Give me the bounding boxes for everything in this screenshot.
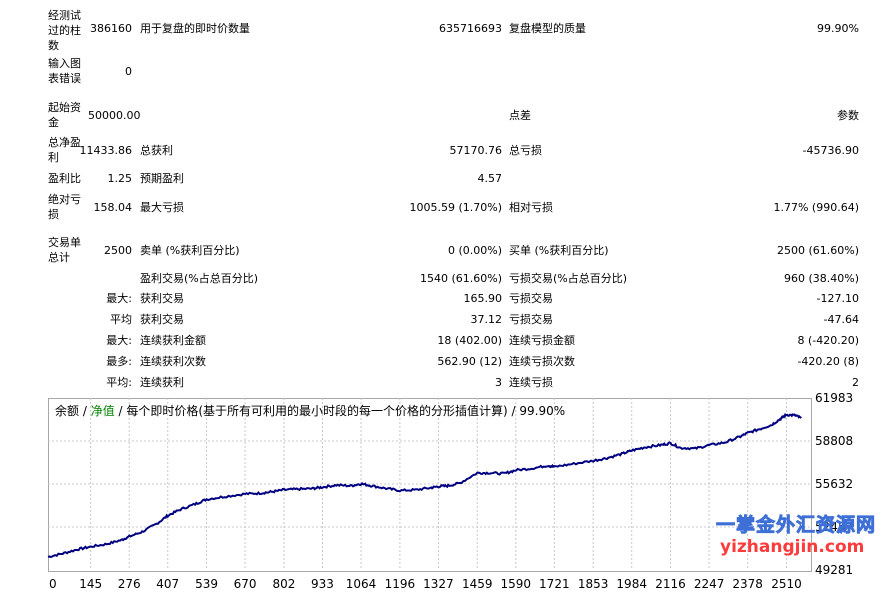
avg-cons-wins-label: 连续获利 xyxy=(140,376,184,389)
maximal-cons-loss-value: -420.20 (8) xyxy=(797,355,859,368)
abs-drawdown-value: 158.04 xyxy=(93,201,133,214)
x-tick-label: 2378 xyxy=(732,577,763,591)
abs-drawdown-label: 绝对亏损 xyxy=(48,193,81,221)
gross-loss-label: 总亏损 xyxy=(509,144,542,157)
x-tick-label: 1984 xyxy=(616,577,647,591)
params-label: 参数 xyxy=(837,109,859,122)
max-cons-losses-value: 8 (-420.20) xyxy=(797,334,859,347)
y-tick-label: 55632 xyxy=(815,477,853,491)
max-cons-wins-label: 连续获利金额 xyxy=(140,334,206,347)
x-tick-label: 276 xyxy=(118,577,141,591)
average-loss-value: -47.64 xyxy=(823,313,859,326)
legend-separator: / xyxy=(79,404,91,418)
ticks-label: 用于复盘的即时价数量 xyxy=(140,22,250,35)
avg-consecutive-label: 平均: xyxy=(106,376,132,389)
y-tick-label: 52457 xyxy=(815,520,853,534)
max-consecutive-label: 最大: xyxy=(106,334,132,347)
total-trades-value: 2500 xyxy=(104,244,132,257)
profit-factor-value: 1.25 xyxy=(107,172,133,185)
x-tick-label: 1196 xyxy=(385,577,416,591)
x-tick-label: 1721 xyxy=(539,577,570,591)
max-drawdown-label: 最大亏损 xyxy=(140,201,184,214)
x-tick-label: 0 xyxy=(49,577,57,591)
expected-payoff-value: 4.57 xyxy=(477,172,503,185)
x-tick-label: 145 xyxy=(79,577,102,591)
rel-drawdown-value: 1.77% (990.64) xyxy=(773,201,859,214)
maximal-cons-profit-value: 562.90 (12) xyxy=(437,355,502,368)
x-tick-label: 1327 xyxy=(423,577,454,591)
gross-profit-value: 57170.76 xyxy=(449,144,503,157)
profit-factor-label: 盈利比 xyxy=(48,172,81,185)
largest-loss-label: 亏损交易 xyxy=(509,292,553,305)
x-tick-label: 539 xyxy=(195,577,218,591)
max-drawdown-value: 1005.59 (1.70%) xyxy=(409,201,502,214)
errors-label: 输入图表错误 xyxy=(48,57,81,85)
rel-drawdown-label: 相对亏损 xyxy=(509,201,553,214)
legend-model-description: / 每个即时价格(基于所有可利用的最小时段的每一个价格的分形插值计算) / 99… xyxy=(114,404,566,418)
x-tick-label: 1590 xyxy=(501,577,532,591)
y-tick-label: 61983 xyxy=(815,391,853,405)
quality-label: 复盘模型的质量 xyxy=(509,22,586,35)
gross-loss-value: -45736.90 xyxy=(802,144,859,157)
bars-label: 经测试过的柱数 xyxy=(48,9,81,52)
avg-cons-losses-label: 连续亏损 xyxy=(509,376,553,389)
total-trades-label: 交易单总计 xyxy=(48,236,81,264)
x-tick-label: 2247 xyxy=(694,577,725,591)
average-loss-label: 亏损交易 xyxy=(509,313,553,326)
average-profit-value: 37.12 xyxy=(470,313,503,326)
x-tick-label: 670 xyxy=(234,577,257,591)
maximal-cons-profit-label: 连续获利次数 xyxy=(140,355,206,368)
x-tick-label: 2116 xyxy=(655,577,686,591)
maximal-cons-loss-label: 连续亏损次数 xyxy=(509,355,575,368)
bars-value: 386160 xyxy=(90,22,132,35)
x-tick-label: 407 xyxy=(156,577,179,591)
errors-value: 0 xyxy=(125,65,132,78)
largest-label: 最大: xyxy=(106,292,132,305)
x-tick-label: 933 xyxy=(311,577,334,591)
x-tick-label: 2510 xyxy=(771,577,802,591)
y-tick-label: 49281 xyxy=(815,563,853,577)
avg-cons-losses-value: 2 xyxy=(852,376,859,389)
loss-trades-value: 960 (38.40%) xyxy=(783,272,859,285)
short-positions-label: 卖单 (%获利百分比) xyxy=(140,244,240,257)
gross-profit-label: 总获利 xyxy=(140,144,173,157)
largest-loss-value: -127.10 xyxy=(816,292,859,305)
quality-value: 99.90% xyxy=(817,22,859,35)
largest-profit-value: 165.90 xyxy=(463,292,503,305)
long-positions-value: 2500 (61.60%) xyxy=(776,244,859,257)
largest-profit-label: 获利交易 xyxy=(140,292,184,305)
watermark-title: 一掌金外汇资源网 xyxy=(716,514,877,537)
short-positions-value: 0 (0.00%) xyxy=(447,244,502,257)
deposit-label: 起始资金 xyxy=(48,101,81,129)
x-tick-label: 802 xyxy=(273,577,296,591)
max-cons-wins-value: 18 (402.00) xyxy=(437,334,502,347)
net-profit-label: 总净盈利 xyxy=(48,136,81,164)
legend-equity: 净值 xyxy=(90,404,115,418)
spread-label: 点差 xyxy=(509,109,531,122)
equity-chart-frame xyxy=(48,398,812,572)
max-cons-losses-label: 连续亏损金额 xyxy=(509,334,575,347)
deposit-value: 50000.00 xyxy=(88,109,141,122)
y-tick-label: 58808 xyxy=(815,434,853,448)
x-tick-label: 1459 xyxy=(462,577,493,591)
profit-trades-label: 盈利交易(%占总百分比) xyxy=(140,272,259,285)
average-profit-label: 获利交易 xyxy=(140,313,184,326)
x-tick-label: 1853 xyxy=(578,577,609,591)
chart-legend: 余额 / 净值 / 每个即时价格(基于所有可利用的最小时段的每一个价格的分形插值… xyxy=(55,402,565,419)
watermark-url: yizhangjin.com xyxy=(720,537,865,557)
expected-payoff-label: 预期盈利 xyxy=(140,172,184,185)
balance-series-line xyxy=(47,413,802,559)
net-profit-value: 11433.86 xyxy=(79,144,133,157)
maximal-consecutive-label: 最多: xyxy=(106,355,132,368)
legend-balance: 余额 xyxy=(55,404,80,418)
avg-cons-wins-value: 3 xyxy=(495,376,502,389)
x-tick-label: 1064 xyxy=(346,577,377,591)
average-label: 平均 xyxy=(110,313,132,326)
loss-trades-label: 亏损交易(%占总百分比) xyxy=(509,272,628,285)
ticks-value: 635716693 xyxy=(439,22,502,35)
profit-trades-value: 1540 (61.60%) xyxy=(419,272,502,285)
test-report: 经测试过的柱数 386160 用于复盘的即时价数量 635716693 复盘模型… xyxy=(48,9,859,389)
long-positions-label: 买单 (%获利百分比) xyxy=(509,244,609,257)
